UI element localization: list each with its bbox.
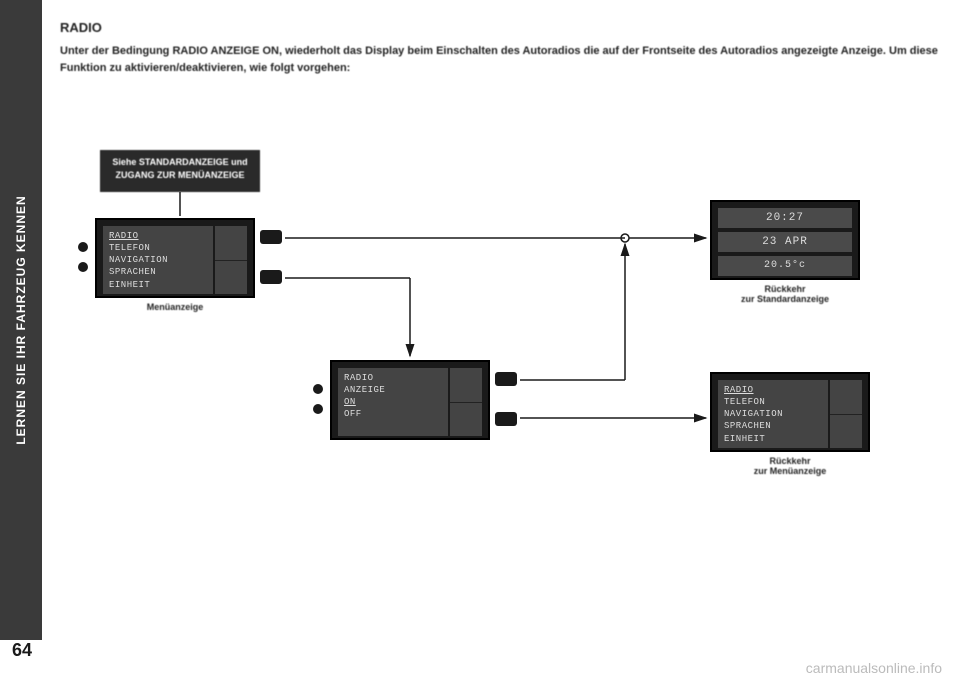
clock-caption-line1: Rückkehr	[764, 284, 805, 294]
button-dot-icon	[313, 384, 323, 394]
radio-screen-content: RADIO ANZEIGE ON OFF	[338, 368, 448, 436]
radio-anzeige-screen: RADIO ANZEIGE ON OFF	[330, 360, 490, 440]
watermark: carmanualsonline.info	[806, 660, 942, 676]
return-line2: TELEFON	[724, 396, 822, 408]
return-caption: Rückkehr zur Menüanzeige	[720, 456, 860, 476]
return-caption-line2: zur Menüanzeige	[754, 466, 827, 476]
radio-screen-side	[450, 368, 482, 436]
section-heading: RADIO	[60, 20, 940, 35]
menu-line1: RADIO	[109, 230, 207, 242]
menu-line2: TELEFON	[109, 242, 207, 254]
return-menu-screen: RADIO TELEFON NAVIGATION SPRACHEN EINHEI…	[710, 372, 870, 452]
radio-line4: ON	[344, 396, 442, 408]
menu-line4: SPRACHEN	[109, 266, 207, 278]
return-caption-line1: Rückkehr	[769, 456, 810, 466]
note-box: Siehe STANDARDANZEIGE und ZUGANG ZUR MEN…	[100, 150, 260, 192]
menu-screen: RADIO TELEFON NAVIGATION SPRACHEN EINHEI…	[95, 218, 255, 298]
page-number: 64	[12, 640, 32, 661]
clock-time: 20:27	[718, 208, 852, 228]
button-bar-icon	[495, 412, 517, 426]
radio-line2: ANZEIGE	[344, 384, 442, 396]
clock-date: 23 APR	[718, 232, 852, 252]
button-dot-icon	[78, 242, 88, 252]
clock-temp: 20.5°c	[718, 256, 852, 276]
radio-line5: OFF	[344, 408, 442, 420]
return-line3: NAVIGATION	[724, 408, 822, 420]
button-bar-icon	[260, 230, 282, 244]
sidebar-tab: LERNEN SIE IHR FAHRZEUG KENNEN	[0, 0, 42, 640]
button-bar-icon	[260, 270, 282, 284]
menu-line5: EINHEIT	[109, 279, 207, 291]
body-text: Unter der Bedingung RADIO ANZEIGE ON, wi…	[60, 43, 940, 76]
button-dot-icon	[313, 404, 323, 414]
menu-line3: NAVIGATION	[109, 254, 207, 266]
menu-caption: Menüanzeige	[130, 302, 220, 312]
return-line4: SPRACHEN	[724, 420, 822, 432]
clock-screen: 20:27 23 APR 20.5°c	[710, 200, 860, 280]
radio-line1: RADIO	[344, 372, 442, 384]
button-dot-icon	[78, 262, 88, 272]
flow-diagram: Siehe STANDARDANZEIGE und ZUGANG ZUR MEN…	[70, 150, 940, 570]
sidebar-title: LERNEN SIE IHR FAHRZEUG KENNEN	[14, 195, 28, 444]
content-area: RADIO Unter der Bedingung RADIO ANZEIGE …	[60, 20, 940, 76]
return-screen-side	[830, 380, 862, 448]
return-line5: EINHEIT	[724, 433, 822, 445]
return-line1: RADIO	[724, 384, 822, 396]
note-line2: ZUGANG ZUR MENÜANZEIGE	[116, 170, 245, 180]
clock-caption: Rückkehr zur Standardanzeige	[710, 284, 860, 304]
menu-screen-content: RADIO TELEFON NAVIGATION SPRACHEN EINHEI…	[103, 226, 213, 294]
note-line1: Siehe STANDARDANZEIGE und	[112, 157, 247, 167]
menu-screen-side	[215, 226, 247, 294]
clock-caption-line2: zur Standardanzeige	[741, 294, 829, 304]
return-screen-content: RADIO TELEFON NAVIGATION SPRACHEN EINHEI…	[718, 380, 828, 448]
button-bar-icon	[495, 372, 517, 386]
